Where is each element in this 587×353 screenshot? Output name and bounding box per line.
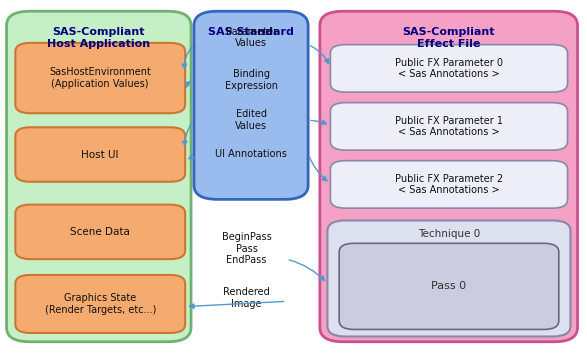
Text: Public FX Parameter 2
< Sas Annotations >: Public FX Parameter 2 < Sas Annotations … bbox=[395, 174, 503, 195]
Text: UI Annotations: UI Annotations bbox=[215, 149, 287, 158]
Text: SasHostEnvironment
(Application Values): SasHostEnvironment (Application Values) bbox=[49, 67, 151, 89]
Text: BeginPass
Pass
EndPass: BeginPass Pass EndPass bbox=[222, 232, 272, 265]
Text: Scene Data: Scene Data bbox=[70, 227, 130, 237]
FancyBboxPatch shape bbox=[15, 205, 185, 259]
FancyBboxPatch shape bbox=[330, 103, 568, 150]
FancyBboxPatch shape bbox=[194, 11, 308, 199]
FancyBboxPatch shape bbox=[330, 161, 568, 208]
FancyBboxPatch shape bbox=[330, 44, 568, 92]
Text: Pass 0: Pass 0 bbox=[431, 281, 467, 291]
Text: Binding
Expression: Binding Expression bbox=[225, 69, 278, 91]
Text: SAS Standard: SAS Standard bbox=[208, 27, 294, 37]
FancyBboxPatch shape bbox=[328, 221, 571, 336]
Text: Public FX Parameter 1
< Sas Annotations >: Public FX Parameter 1 < Sas Annotations … bbox=[395, 115, 503, 137]
FancyBboxPatch shape bbox=[15, 275, 185, 333]
Text: Edited
Values: Edited Values bbox=[235, 109, 267, 131]
Text: Public FX Parameter 0
< Sas Annotations >: Public FX Parameter 0 < Sas Annotations … bbox=[395, 58, 503, 79]
Text: Host UI: Host UI bbox=[82, 150, 119, 160]
Text: Technique 0: Technique 0 bbox=[418, 229, 480, 239]
FancyBboxPatch shape bbox=[339, 243, 559, 329]
Text: Parameter
Values: Parameter Values bbox=[226, 27, 277, 48]
FancyBboxPatch shape bbox=[6, 11, 191, 342]
Text: SAS-Compliant
Effect File: SAS-Compliant Effect File bbox=[403, 27, 495, 49]
Text: SAS-Compliant
Host Application: SAS-Compliant Host Application bbox=[47, 27, 150, 49]
Text: Rendered
Image: Rendered Image bbox=[223, 287, 270, 309]
Text: Graphics State
(Render Targets, etc...): Graphics State (Render Targets, etc...) bbox=[45, 293, 156, 315]
FancyBboxPatch shape bbox=[15, 43, 185, 113]
FancyBboxPatch shape bbox=[320, 11, 578, 342]
FancyBboxPatch shape bbox=[15, 127, 185, 182]
